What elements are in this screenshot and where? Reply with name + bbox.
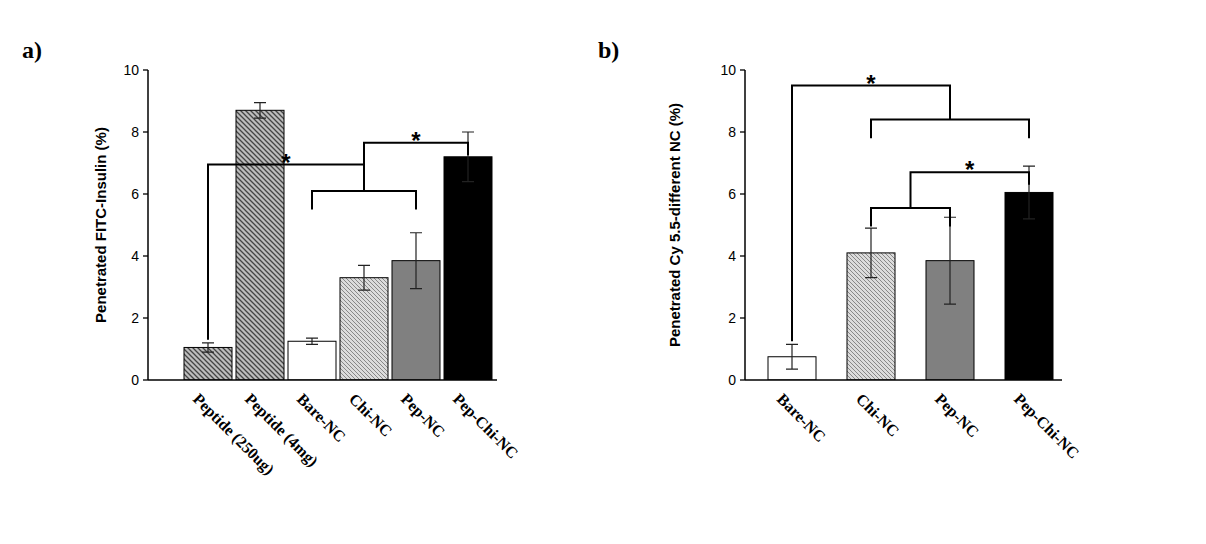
- bar: [288, 341, 336, 380]
- x-tick-label: Bare-NC: [294, 390, 349, 445]
- y-axis: [744, 70, 746, 380]
- significance-bracket: [792, 86, 950, 342]
- x-tick-label: Chi-NC: [853, 390, 903, 440]
- significance-bracket: [871, 120, 1029, 139]
- chart: a)0246810Penetrated FITC-Insulin (%)Pept…: [0, 0, 1206, 544]
- y-tick: [740, 255, 745, 256]
- y-tick-label: 8: [131, 124, 139, 140]
- y-axis-label: Penetrated Cy 5.5-different NC (%): [666, 103, 683, 347]
- y-tick: [143, 255, 148, 256]
- x-tick-label: Pep-Chi-NC: [1010, 390, 1082, 462]
- y-tick: [740, 131, 745, 132]
- error-bar: [944, 217, 956, 304]
- error-bar: [254, 103, 266, 119]
- y-axis: [147, 70, 149, 380]
- y-tick: [740, 317, 745, 318]
- error-bar: [786, 344, 798, 369]
- y-tick-label: 4: [131, 248, 139, 264]
- y-tick: [740, 193, 745, 194]
- y-tick: [143, 69, 148, 70]
- y-tick-label: 10: [720, 62, 736, 78]
- plot-area: [768, 166, 1053, 380]
- y-tick: [143, 317, 148, 318]
- error-bar: [865, 228, 877, 278]
- x-axis: [745, 379, 1062, 381]
- y-tick-label: 0: [131, 372, 139, 388]
- significance-bracket: [312, 191, 416, 210]
- significance-label: *: [965, 156, 975, 183]
- significance-label: *: [281, 149, 291, 176]
- y-tick-label: 2: [728, 310, 736, 326]
- x-tick-label: Bare-NC: [774, 390, 829, 445]
- x-tick-label: Pep-NC: [397, 390, 448, 441]
- significance-bracket: [208, 165, 364, 340]
- y-tick-label: 4: [728, 248, 736, 264]
- x-tick-label: Pep-Chi-NC: [449, 390, 521, 462]
- y-tick-label: 10: [123, 62, 139, 78]
- error-bar: [306, 338, 318, 344]
- y-tick-label: 0: [728, 372, 736, 388]
- bar: [236, 110, 284, 380]
- y-tick-label: 6: [728, 186, 736, 202]
- panel-label: b): [598, 37, 619, 63]
- error-bar: [410, 233, 422, 289]
- x-tick-label: Chi-NC: [346, 390, 396, 440]
- error-bar: [462, 132, 474, 182]
- panel: b) 0 2 4 6 8 10 Penetrated Cy 5.5-different NC …: [598, 37, 1083, 463]
- y-tick: [143, 131, 148, 132]
- x-axis: [148, 379, 497, 381]
- plot-area: [184, 103, 492, 380]
- y-tick-label: 6: [131, 186, 139, 202]
- panel-label: a): [22, 37, 42, 63]
- significance-label: *: [411, 127, 421, 154]
- error-bar: [358, 265, 370, 290]
- y-tick: [740, 379, 745, 380]
- y-tick-label: 2: [131, 310, 139, 326]
- bar: [340, 278, 388, 380]
- y-tick: [143, 193, 148, 194]
- error-bar: [202, 343, 214, 352]
- y-tick: [740, 69, 745, 70]
- y-axis-label: Penetrated FITC-Insulin (%): [92, 127, 109, 323]
- significance-label: *: [866, 70, 876, 97]
- bar: [444, 157, 492, 380]
- y-tick: [143, 379, 148, 380]
- bar: [1005, 192, 1053, 380]
- significance-bracket: [871, 208, 950, 227]
- y-tick-label: 8: [728, 124, 736, 140]
- x-tick-label: Pep-NC: [931, 390, 982, 441]
- panel: a)0246810Penetrated FITC-Insulin (%)Pept…: [22, 37, 522, 479]
